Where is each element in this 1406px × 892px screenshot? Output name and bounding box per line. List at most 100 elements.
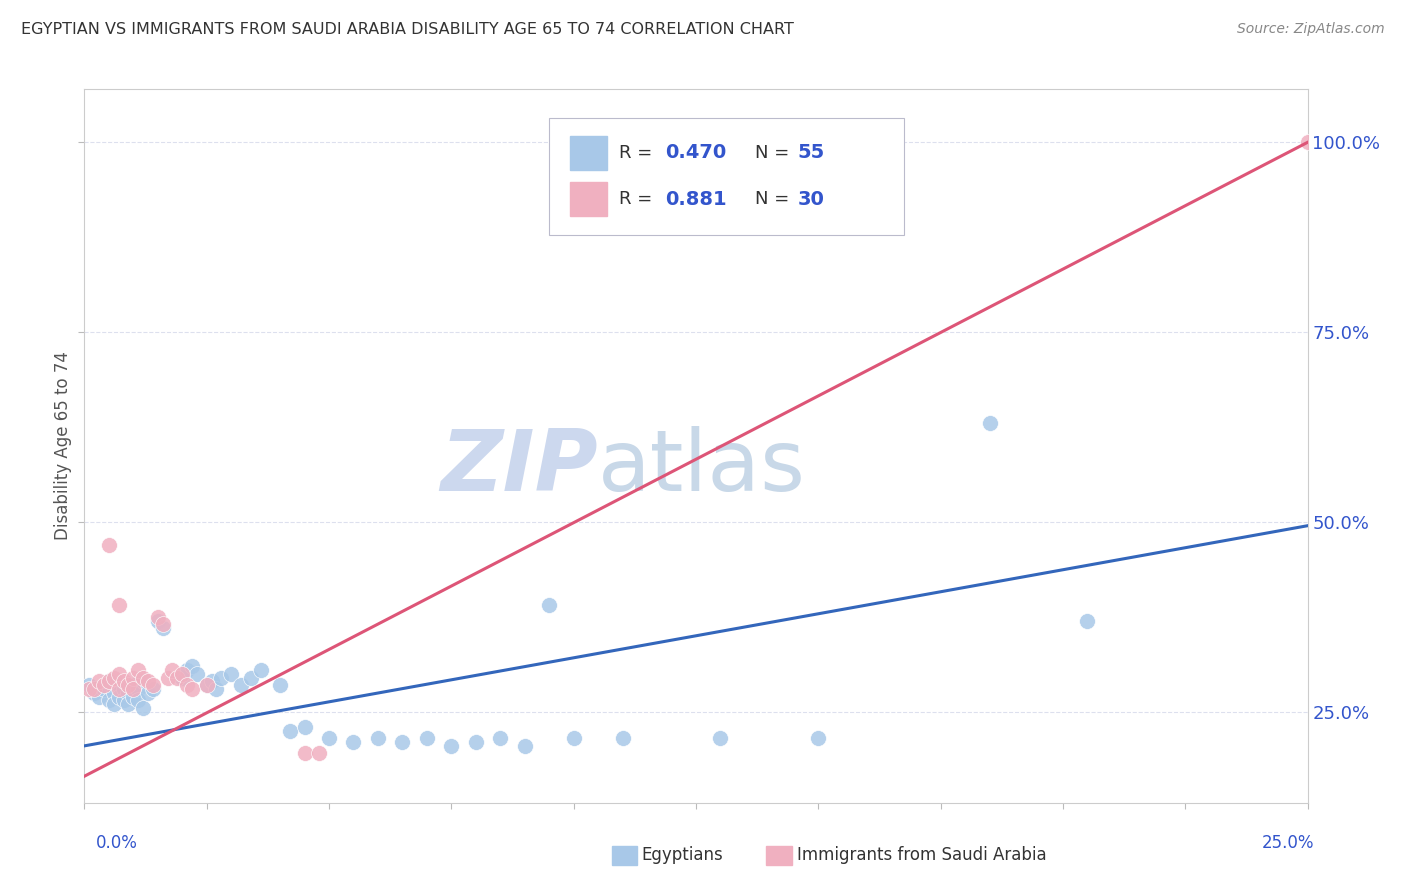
Point — [612, 731, 634, 746]
Text: R =: R = — [619, 190, 658, 208]
Point — [181, 659, 204, 673]
Point — [367, 731, 389, 746]
Point — [97, 674, 120, 689]
Point — [200, 674, 222, 689]
Text: Egyptians: Egyptians — [641, 847, 723, 864]
Point — [416, 731, 439, 746]
Point — [538, 599, 561, 613]
Point — [103, 686, 125, 700]
Point — [146, 614, 169, 628]
Bar — [569, 182, 606, 216]
Text: N =: N = — [755, 190, 794, 208]
Point — [156, 671, 179, 685]
Point — [117, 697, 139, 711]
Point — [132, 671, 155, 685]
Point — [83, 681, 105, 696]
Point — [176, 678, 198, 692]
Text: 0.0%: 0.0% — [96, 834, 138, 852]
Point — [107, 690, 129, 704]
Point — [146, 609, 169, 624]
Point — [136, 674, 159, 689]
Text: EGYPTIAN VS IMMIGRANTS FROM SAUDI ARABIA DISABILITY AGE 65 TO 74 CORRELATION CHA: EGYPTIAN VS IMMIGRANTS FROM SAUDI ARABIA… — [21, 22, 794, 37]
Point — [117, 686, 139, 700]
Point — [807, 731, 830, 746]
Point — [152, 617, 174, 632]
Point — [186, 666, 208, 681]
Point — [107, 599, 129, 613]
Bar — [569, 136, 606, 169]
Point — [294, 747, 316, 761]
Text: atlas: atlas — [598, 425, 806, 509]
Text: ZIP: ZIP — [440, 425, 598, 509]
Point — [97, 674, 120, 689]
Point — [77, 681, 100, 696]
Point — [391, 735, 413, 749]
Point — [107, 666, 129, 681]
Text: 55: 55 — [797, 144, 825, 162]
Point — [166, 671, 188, 685]
Point — [229, 678, 252, 692]
Point — [440, 739, 463, 753]
Point — [152, 621, 174, 635]
Point — [209, 671, 232, 685]
Point — [132, 674, 155, 689]
Text: 30: 30 — [797, 190, 824, 209]
Point — [103, 697, 125, 711]
Point — [176, 663, 198, 677]
Point — [103, 671, 125, 685]
Point — [562, 731, 585, 746]
Point — [205, 681, 228, 696]
Point — [342, 735, 364, 749]
Point — [122, 690, 145, 704]
Point — [107, 678, 129, 692]
Point — [112, 681, 135, 696]
Point — [77, 678, 100, 692]
Point — [127, 693, 149, 707]
Text: 25.0%: 25.0% — [1263, 834, 1315, 852]
Point — [709, 731, 731, 746]
Point — [1296, 136, 1319, 150]
Point — [172, 666, 194, 681]
Point — [162, 663, 184, 677]
Point — [132, 701, 155, 715]
Point — [249, 663, 271, 677]
Point — [308, 747, 330, 761]
Point — [219, 666, 242, 681]
Text: R =: R = — [619, 144, 658, 161]
Point — [136, 686, 159, 700]
Point — [112, 674, 135, 689]
Text: 0.881: 0.881 — [665, 190, 727, 209]
Point — [142, 681, 165, 696]
Point — [239, 671, 262, 685]
Point — [122, 681, 145, 696]
Point — [142, 678, 165, 692]
Point — [83, 686, 105, 700]
Point — [318, 731, 340, 746]
FancyBboxPatch shape — [550, 118, 904, 235]
Y-axis label: Disability Age 65 to 74: Disability Age 65 to 74 — [53, 351, 72, 541]
Point — [97, 693, 120, 707]
Point — [122, 671, 145, 685]
Point — [87, 690, 110, 704]
Point — [122, 678, 145, 692]
Point — [93, 681, 115, 696]
Point — [1076, 614, 1098, 628]
Text: Source: ZipAtlas.com: Source: ZipAtlas.com — [1237, 22, 1385, 37]
Point — [172, 671, 194, 685]
Text: N =: N = — [755, 144, 794, 161]
Point — [195, 678, 218, 692]
Point — [87, 674, 110, 689]
Point — [979, 416, 1001, 430]
Point — [181, 681, 204, 696]
Point — [107, 681, 129, 696]
Point — [117, 678, 139, 692]
Point — [93, 678, 115, 692]
Point — [127, 663, 149, 677]
Point — [489, 731, 512, 746]
Point — [464, 735, 486, 749]
Text: 0.470: 0.470 — [665, 144, 727, 162]
Point — [278, 723, 301, 738]
Point — [112, 693, 135, 707]
Point — [269, 678, 291, 692]
Point — [195, 678, 218, 692]
